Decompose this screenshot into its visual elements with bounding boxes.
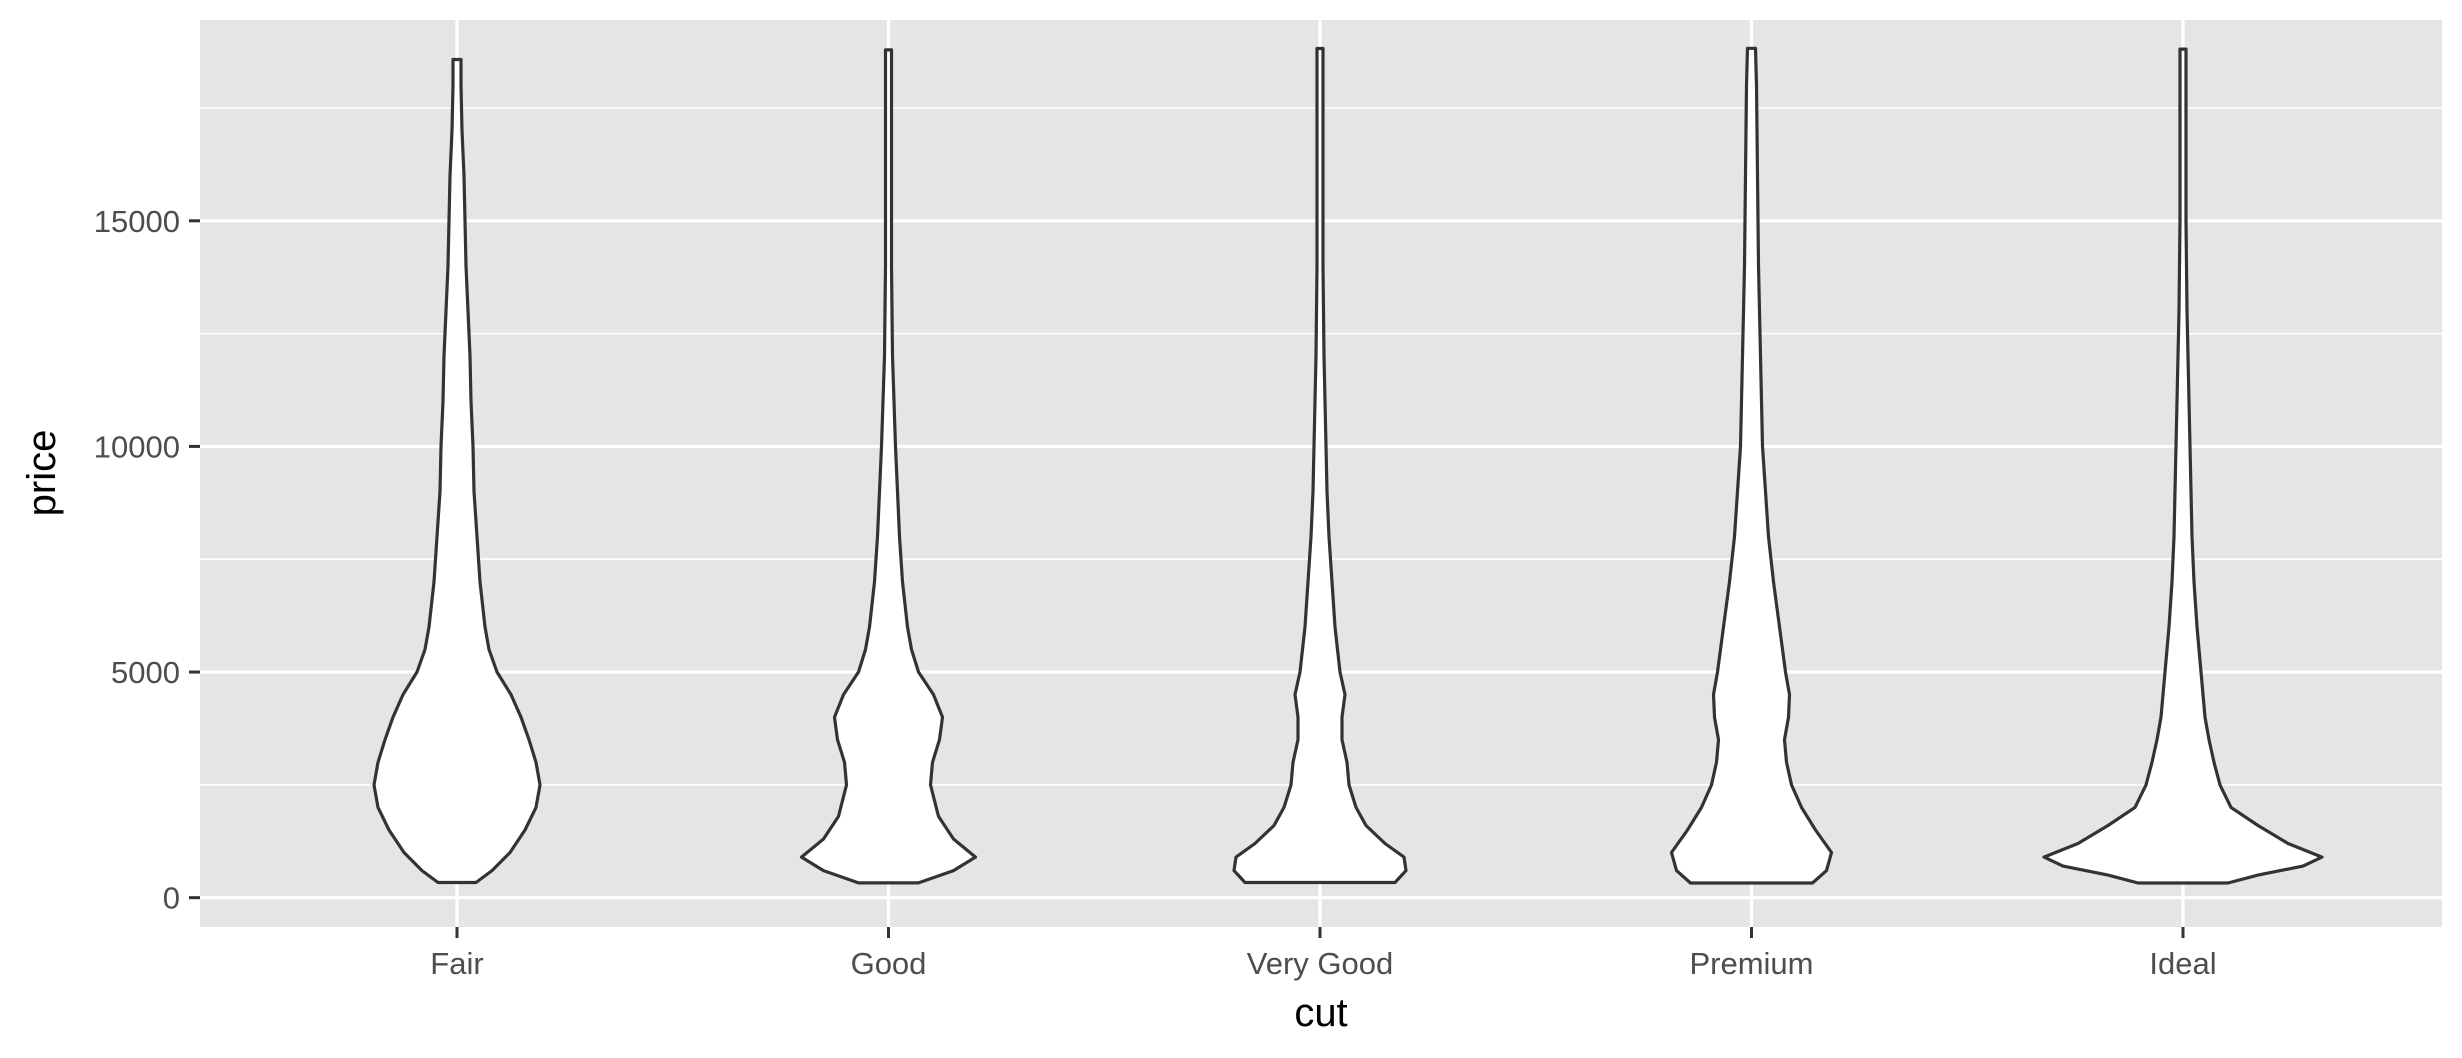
violin-premium (1669, 46, 1834, 885)
violin-very-good (1232, 46, 1408, 885)
x-tick-label: Good (851, 946, 927, 981)
violin-fair (372, 57, 542, 885)
y-axis-title: price (20, 430, 64, 517)
violin-good (799, 48, 978, 885)
x-tick-label: Ideal (2149, 946, 2216, 981)
x-tick-label: Fair (430, 946, 483, 981)
y-axis: 0 5000 10000 15000 (94, 204, 200, 916)
x-axis: Fair Good Very Good Premium Ideal (430, 927, 2217, 981)
x-tick-label: Very Good (1247, 946, 1393, 981)
y-tick-label: 5000 (111, 655, 180, 690)
y-tick-label: 10000 (94, 429, 180, 464)
violins-layer (372, 46, 2324, 885)
y-tick-label: 15000 (94, 204, 180, 239)
x-tick-label: Premium (1689, 946, 1813, 981)
violin-ideal (2042, 47, 2324, 885)
y-tick-label: 0 (163, 881, 180, 916)
x-axis-title: cut (1294, 991, 1347, 1035)
